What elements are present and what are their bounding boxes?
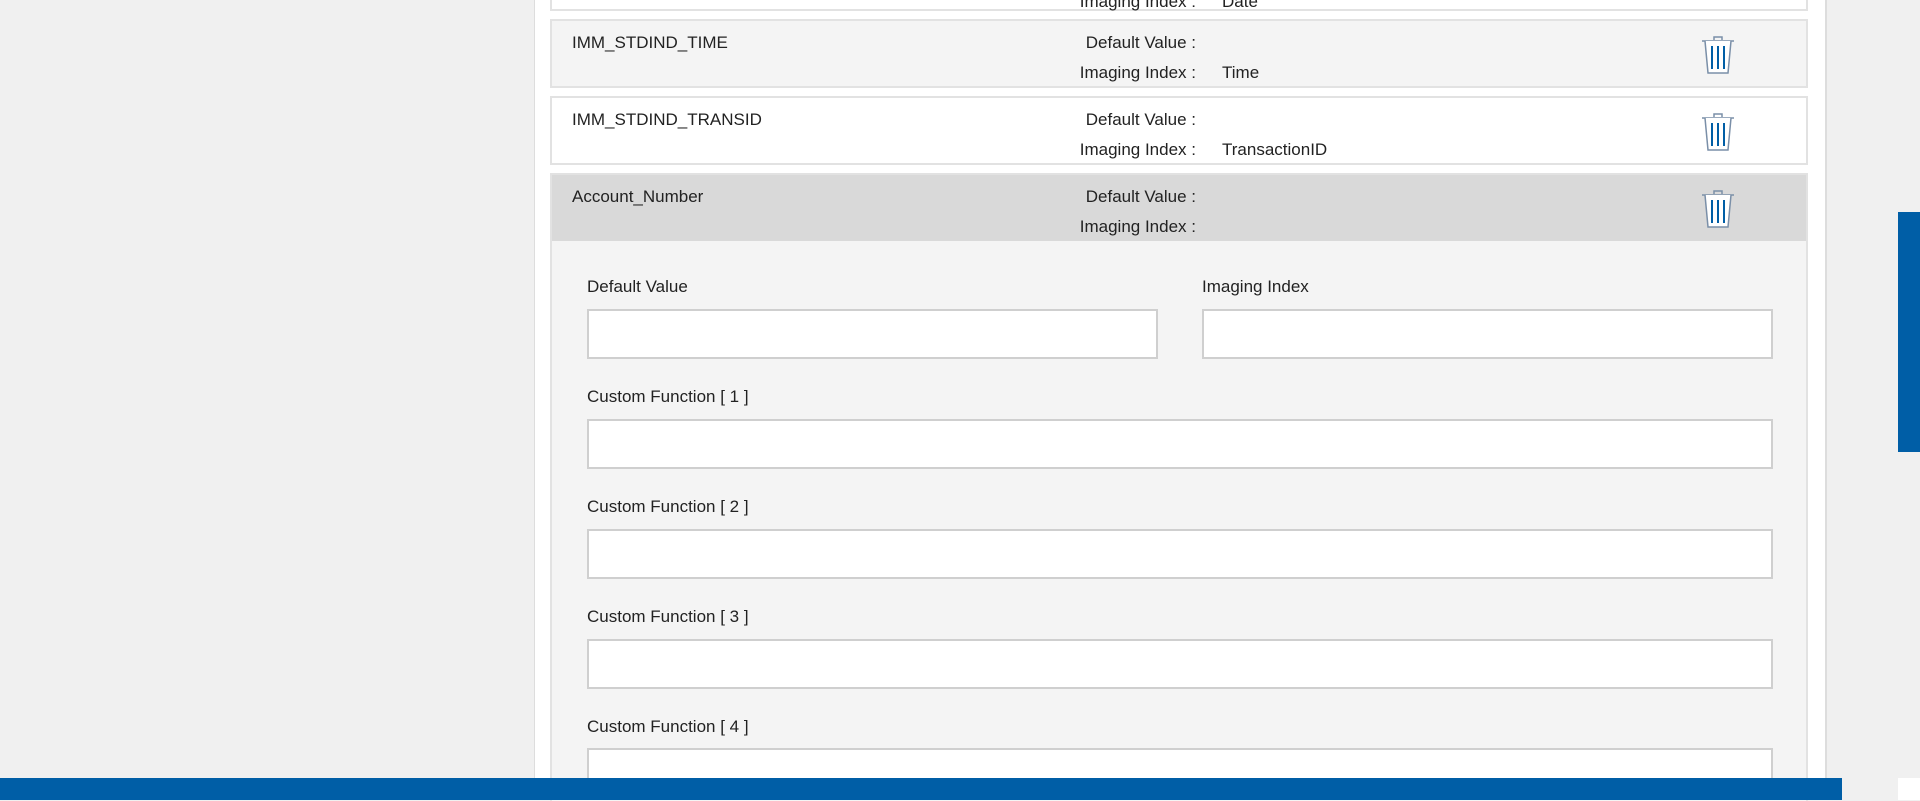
field-row-date[interactable]: Imaging Index : Date [550,0,1808,11]
imaging-index-label: Imaging Index : [1079,0,1196,11]
default-value-label: Default Value : [1085,33,1196,52]
default-value-label: Default Value : [1085,187,1196,206]
custom-function-3-input[interactable] [587,639,1773,689]
imaging-index-label: Imaging Index : [1079,63,1196,82]
field-name: IMM_STDIND_TIME [572,33,728,52]
imaging-index-label: Imaging Index : [1079,217,1196,236]
imaging-index-value: Date [1222,0,1258,11]
custom-function-2-input[interactable] [587,529,1773,579]
custom-function-2-label: Custom Function [ 2 ] [587,497,749,516]
horizontal-scrollbar[interactable] [0,778,1842,800]
trash-icon[interactable] [1700,189,1736,231]
field-edit-form: Default Value Imaging Index Custom Funct… [550,241,1808,801]
default-value-field-label: Default Value [587,277,688,296]
imaging-index-value: Time [1222,63,1260,82]
trash-icon[interactable] [1700,35,1736,77]
field-name: Account_Number [572,187,704,206]
custom-function-1-label: Custom Function [ 1 ] [587,387,749,406]
custom-function-3-label: Custom Function [ 3 ] [587,607,749,626]
default-value-input[interactable] [587,309,1158,359]
custom-function-4-label: Custom Function [ 4 ] [587,717,749,736]
scrollbar-thumb[interactable] [1898,212,1920,452]
imaging-index-value: TransactionID [1222,140,1328,159]
field-name: IMM_STDIND_TRANSID [572,110,762,129]
trash-icon[interactable] [1700,112,1736,154]
default-value-label: Default Value : [1085,110,1196,129]
imaging-index-label: Imaging Index : [1079,140,1196,159]
field-row-transid[interactable]: IMM_STDIND_TRANSID Default Value : Imagi… [550,96,1808,165]
scrollbar-corner [1898,778,1920,800]
imaging-index-field-label: Imaging Index [1202,277,1309,296]
field-row-time[interactable]: IMM_STDIND_TIME Default Value : Imaging … [550,19,1808,88]
imaging-index-input[interactable] [1202,309,1773,359]
custom-function-1-input[interactable] [587,419,1773,469]
field-row-account-number[interactable]: Account_Number Default Value : Imaging I… [550,173,1808,241]
